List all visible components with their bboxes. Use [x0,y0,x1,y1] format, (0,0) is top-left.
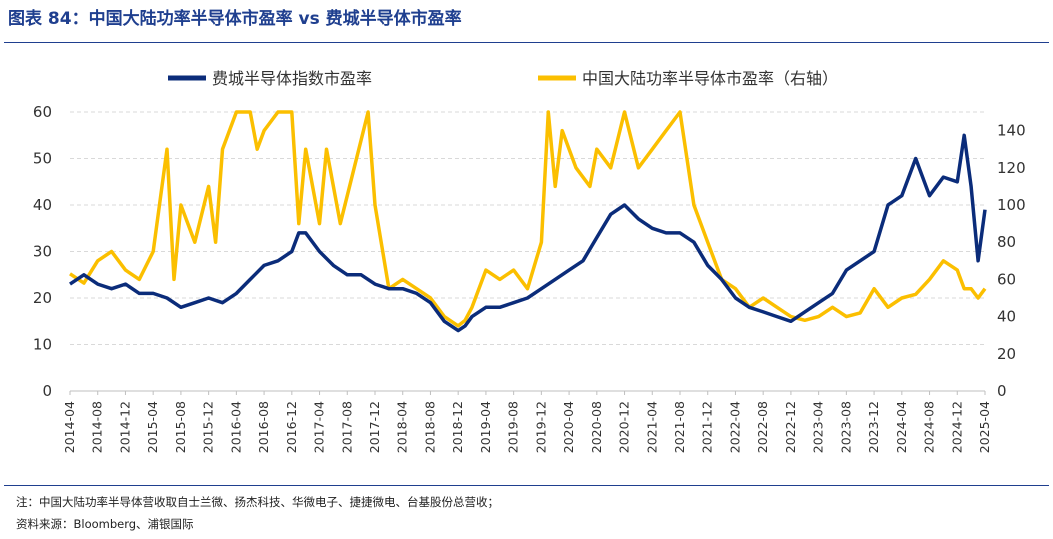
x-tick-label: 2019-08 [506,401,521,453]
x-tick-label: 2024-04 [894,401,909,453]
x-tick-label: 2019-04 [478,401,493,453]
right-y-axis: 0 20 40 60 80 100 120 140 [997,122,1026,400]
legend: 费城半导体指数市盈率 中国大陆功率半导体市盈率（右轴） [168,69,838,88]
x-tick-label: 2015-04 [145,401,160,453]
legend-sox: 费城半导体指数市盈率 [168,69,372,88]
pe-ratio-chart: 0 10 20 30 40 50 60 0 20 40 60 80 100 120 140 2014-04… [33,69,1026,453]
left-tick-label: 30 [33,243,52,261]
x-tick-label: 2022-08 [755,401,770,453]
left-tick-label: 20 [33,289,52,307]
x-tick-label: 2016-08 [256,401,271,453]
sox-pe-line [69,133,987,333]
legend-china: 中国大陆功率半导体市盈率（右轴） [538,69,838,88]
x-tick-label: 2018-04 [395,401,410,453]
x-tick-label: 2021-04 [644,401,659,453]
x-tick-label: 2014-04 [62,401,77,453]
right-tick-label: 120 [997,159,1026,177]
right-tick-label: 40 [997,308,1016,326]
x-tick-label: 2023-04 [811,401,826,453]
x-tick-label: 2015-12 [201,401,216,453]
x-tick-label: 2020-12 [617,401,632,453]
x-tick-label: 2020-08 [589,401,604,453]
left-y-axis: 0 10 20 30 40 50 60 [33,103,52,400]
x-tick-label: 2021-12 [700,401,715,453]
x-tick-label: 2024-12 [949,401,964,453]
x-axis: 2014-04 2014-08 2014-12 2015-04 2015-08 2015-… [62,390,992,453]
x-tick-label: 2021-08 [672,401,687,453]
left-tick-label: 0 [42,382,52,400]
x-tick-label: 2017-04 [312,401,327,453]
left-tick-label: 10 [33,336,52,354]
right-tick-label: 20 [997,345,1016,363]
x-tick-label: 2023-08 [838,401,853,453]
x-tick-label: 2022-12 [783,401,798,453]
right-tick-label: 80 [997,233,1016,251]
x-tick-label: 2016-12 [284,401,299,453]
footnote: 注：中国大陆功率半导体营收取自士兰微、扬杰科技、华微电子、捷捷微电、台基股份总营… [16,495,499,509]
x-tick-label: 2020-04 [561,401,576,453]
x-tick-label: 2015-08 [173,401,188,453]
right-tick-label: 140 [997,122,1026,140]
left-tick-label: 60 [33,103,52,121]
series-lines [69,110,987,333]
legend-label: 中国大陆功率半导体市盈率（右轴） [582,69,838,88]
x-tick-label: 2023-12 [866,401,881,453]
figure-title: 图表 84：中国大陆功率半导体市盈率 vs 费城半导体市盈率 [8,9,462,29]
x-tick-label: 2024-08 [922,401,937,453]
title-rule [4,42,1049,43]
grid-lines [70,111,985,345]
right-tick-label: 60 [997,270,1016,288]
source-line: 资料来源：Bloomberg、浦银国际 [16,517,194,531]
x-tick-label: 2018-08 [422,401,437,453]
x-tick-label: 2014-08 [90,401,105,453]
left-tick-label: 40 [33,196,52,214]
legend-label: 费城半导体指数市盈率 [212,69,372,88]
china-power-pe-line [69,110,987,328]
x-tick-label: 2017-08 [339,401,354,453]
x-tick-label: 2016-04 [228,401,243,453]
x-tick-label: 2017-12 [367,401,382,453]
footer-rule [4,485,1049,486]
x-tick-label: 2014-12 [117,401,132,453]
left-tick-label: 50 [33,150,52,168]
x-tick-label: 2022-04 [727,401,742,453]
right-tick-label: 0 [997,382,1007,400]
right-tick-label: 100 [997,196,1026,214]
x-tick-label: 2018-12 [450,401,465,453]
x-tick-label: 2019-12 [533,401,548,453]
x-tick-label: 2025-04 [977,401,992,453]
